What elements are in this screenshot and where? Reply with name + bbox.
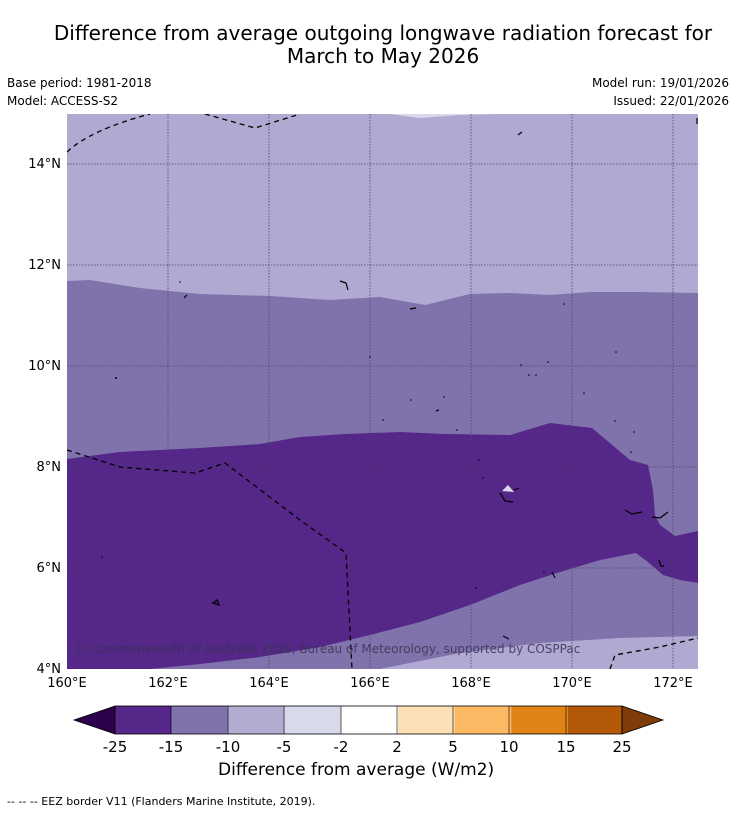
colorbar-outline bbox=[114, 705, 623, 735]
colorbar: -25 -15 -10 -5 -2 2 5 10 15 25 bbox=[72, 705, 665, 756]
cb-tick-10: 10 bbox=[499, 738, 518, 756]
eez-legend-text: -- -- -- EEZ border V11 (Flanders Marine… bbox=[7, 795, 316, 808]
colorbar-ticks: -25 -15 -10 -5 -2 2 5 10 15 25 bbox=[103, 738, 632, 756]
model-name: Model: ACCESS-S2 bbox=[7, 94, 119, 108]
map-figure: © Commonwealth of Australia 2026, Bureau… bbox=[28, 114, 698, 756]
base-period: Base period: 1981-2018 bbox=[7, 76, 152, 90]
cb-tick-5: 5 bbox=[448, 738, 458, 756]
cb-tick-minus15: -15 bbox=[159, 738, 184, 756]
lon-label-162e: 162°E bbox=[148, 676, 188, 691]
lon-label-164e: 164°E bbox=[249, 676, 289, 691]
lower-light-band bbox=[380, 636, 698, 669]
eez-borders bbox=[67, 114, 698, 669]
lat-label-6n: 6°N bbox=[37, 561, 62, 576]
lat-label-14n: 14°N bbox=[28, 157, 61, 172]
lat-label-12n: 12°N bbox=[28, 258, 61, 273]
colorbar-swatch-4 bbox=[284, 706, 342, 734]
gridlines bbox=[67, 114, 698, 669]
cb-tick-2: 2 bbox=[392, 738, 402, 756]
lon-label-160e: 160°E bbox=[47, 676, 87, 691]
map-area bbox=[67, 114, 698, 669]
meta-right: Model run: 19/01/2026 Issued: 22/01/2026 bbox=[592, 74, 729, 110]
colorbar-swatch-9 bbox=[567, 706, 625, 734]
cb-tick-minus2: -2 bbox=[334, 738, 349, 756]
colorbar-swatch-1 bbox=[115, 706, 172, 734]
copyright-text: © Commonwealth of Australia 2026, Bureau… bbox=[75, 642, 580, 656]
lon-label-168e: 168°E bbox=[451, 676, 491, 691]
white-islet bbox=[502, 485, 514, 492]
model-run: Model run: 19/01/2026 bbox=[591, 76, 729, 90]
lat-label-8n: 8°N bbox=[37, 460, 62, 475]
title-line-1: Difference from average outgoing longwav… bbox=[53, 21, 713, 45]
islets bbox=[101, 281, 635, 589]
lon-label-170e: 170°E bbox=[552, 676, 592, 691]
chart-title: Difference from average outgoing longwav… bbox=[30, 22, 736, 68]
lat-label-4n: 4°N bbox=[37, 662, 62, 677]
colorbar-extend-low bbox=[72, 705, 116, 735]
colorbar-swatch-8 bbox=[511, 706, 568, 734]
colorbar-swatch-5 bbox=[341, 706, 398, 734]
lon-label-172e: 172°E bbox=[653, 676, 693, 691]
dark-purple-band bbox=[67, 423, 698, 669]
colorbar-swatch-3 bbox=[228, 706, 285, 734]
title-line-2: March to May 2026 bbox=[286, 44, 480, 68]
lat-label-10n: 10°N bbox=[28, 359, 61, 374]
cb-tick-25: 25 bbox=[612, 738, 631, 756]
colorbar-swatch-2 bbox=[171, 706, 229, 734]
white-patch-top bbox=[390, 114, 500, 118]
colorbar-swatch-6 bbox=[398, 706, 455, 734]
latitude-labels: 14°N 12°N 10°N 8°N 6°N 4°N bbox=[28, 157, 61, 677]
meta-left: Base period: 1981-2018 Model: ACCESS-S2 bbox=[7, 74, 152, 110]
longitude-labels: 160°E 162°E 164°E 166°E 168°E 170°E 172°… bbox=[47, 676, 693, 691]
colorbar-label: Difference from average (W/m2) bbox=[218, 760, 495, 780]
colorbar-swatch-7 bbox=[454, 706, 512, 734]
colorbar-dividers bbox=[170, 706, 567, 734]
issued-date: Issued: 22/01/2026 bbox=[613, 94, 729, 108]
cb-tick-minus25: -25 bbox=[103, 738, 128, 756]
cb-tick-15: 15 bbox=[556, 738, 575, 756]
lon-label-166e: 166°E bbox=[350, 676, 390, 691]
cb-tick-minus5: -5 bbox=[277, 738, 292, 756]
cb-tick-minus10: -10 bbox=[216, 738, 241, 756]
colorbar-extend-high bbox=[621, 705, 665, 735]
islands bbox=[183, 118, 698, 640]
